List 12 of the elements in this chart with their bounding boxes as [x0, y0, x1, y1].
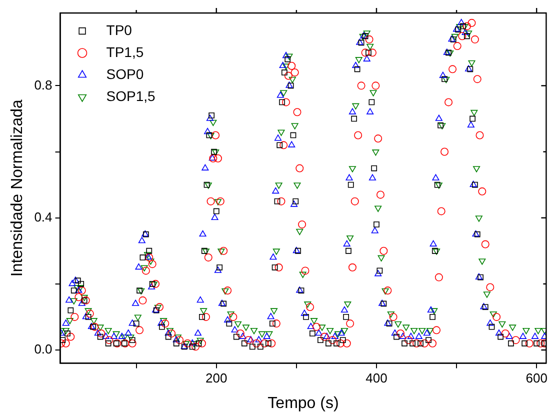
y-tick-label: 0.0	[34, 342, 52, 357]
x-axis-title: Tempo (s)	[268, 394, 339, 412]
x-tick-label: 400	[366, 370, 388, 386]
y-tick-label: 0.8	[34, 77, 52, 92]
x-tick-label: 200	[206, 370, 228, 386]
legend-label: SOP1,5	[106, 88, 156, 104]
x-tick-label: 600	[526, 370, 548, 386]
legend-label: SOP0	[106, 66, 144, 82]
y-axis-title: Intensidade Normalizada	[9, 100, 26, 277]
legend-label: TP0	[106, 22, 132, 38]
legend-label: TP1,5	[106, 44, 144, 60]
y-tick-label: 0.4	[34, 209, 52, 224]
